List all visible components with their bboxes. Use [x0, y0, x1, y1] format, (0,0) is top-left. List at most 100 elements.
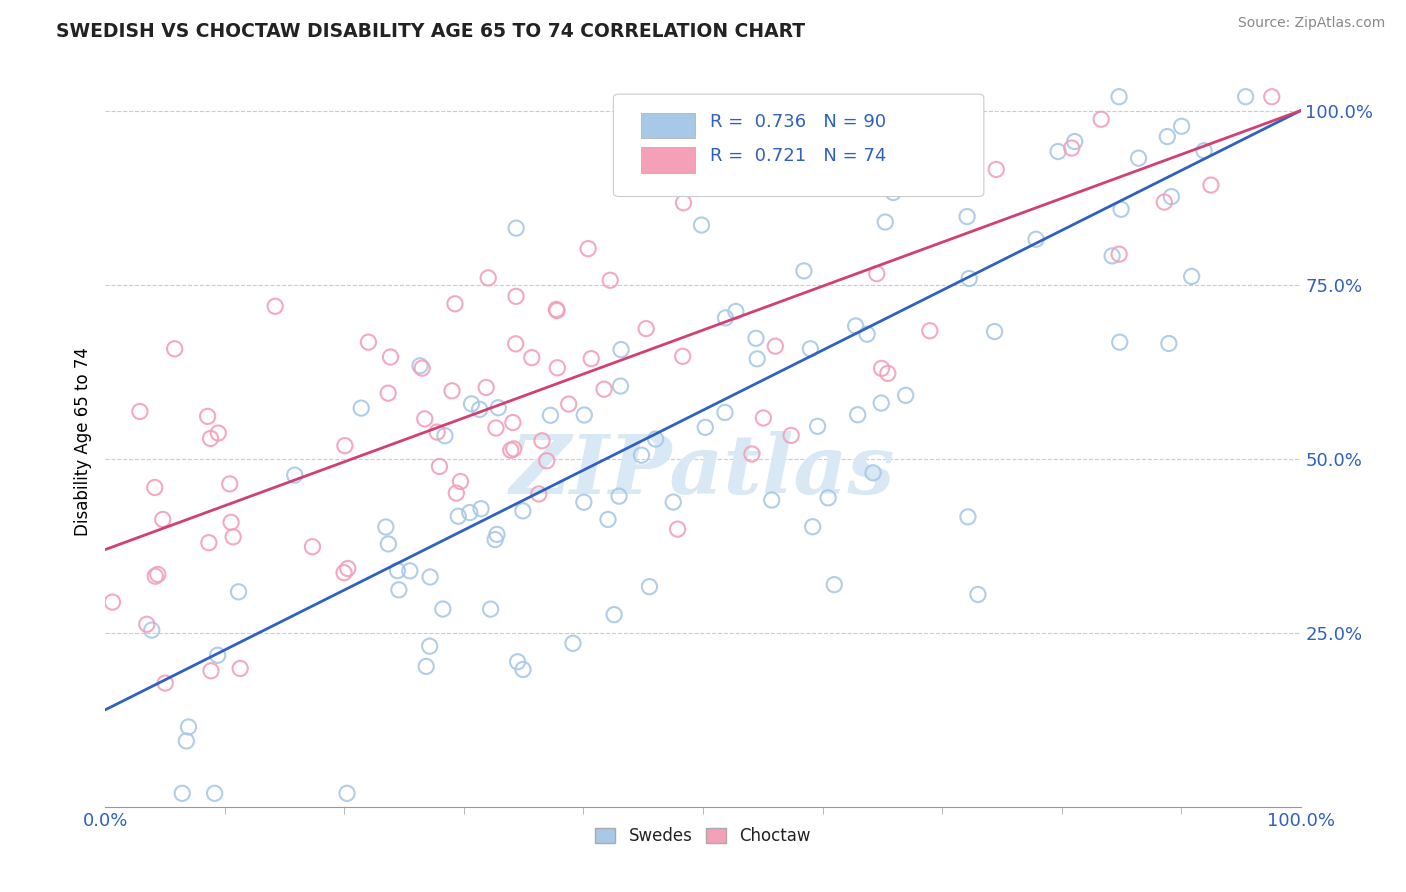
Point: [301, 540, 323, 554]
Point: [377, 537, 399, 551]
Point: [440, 384, 463, 398]
Point: [484, 533, 506, 547]
Point: [485, 527, 508, 541]
Point: [714, 310, 737, 325]
Point: [409, 359, 432, 373]
Point: [763, 339, 786, 353]
Point: [128, 404, 150, 418]
Point: [870, 396, 893, 410]
Point: [780, 113, 803, 128]
Point: [546, 303, 568, 318]
Point: [845, 318, 868, 333]
Point: [177, 720, 200, 734]
Point: [557, 397, 579, 411]
Point: [761, 493, 783, 508]
Point: [222, 530, 245, 544]
Point: [460, 397, 482, 411]
Point: [662, 495, 685, 509]
Point: [801, 520, 824, 534]
Point: [579, 351, 602, 366]
Point: [1156, 129, 1178, 144]
Point: [862, 466, 884, 480]
Point: [155, 676, 177, 690]
Point: [485, 421, 508, 435]
Legend: Swedes, Choctaw: Swedes, Choctaw: [589, 821, 817, 852]
Point: [630, 448, 652, 462]
Point: [204, 786, 226, 800]
Point: [1108, 247, 1130, 261]
Point: [607, 489, 630, 503]
Point: [986, 162, 1008, 177]
Point: [574, 408, 596, 422]
Point: [1261, 89, 1284, 103]
Point: [752, 411, 775, 425]
Point: [593, 382, 616, 396]
FancyBboxPatch shape: [641, 147, 695, 173]
Point: [690, 218, 713, 232]
Point: [1025, 232, 1047, 246]
Point: [527, 487, 550, 501]
Point: [470, 501, 492, 516]
Point: [1108, 89, 1130, 103]
Point: [714, 405, 737, 419]
Point: [733, 176, 755, 190]
Point: [468, 402, 491, 417]
Point: [817, 491, 839, 505]
Point: [1108, 335, 1130, 350]
Point: [207, 425, 229, 440]
Point: [505, 336, 527, 351]
Point: [1047, 145, 1070, 159]
Point: [143, 480, 166, 494]
Point: [229, 661, 252, 675]
Point: [1101, 249, 1123, 263]
Point: [446, 486, 468, 500]
Point: [429, 459, 451, 474]
Point: [143, 569, 166, 583]
Point: [1109, 202, 1132, 217]
Point: [135, 617, 157, 632]
Point: [636, 321, 658, 335]
Point: [956, 210, 979, 224]
Point: [876, 367, 898, 381]
Point: [333, 439, 356, 453]
Y-axis label: Disability Age 65 to 74: Disability Age 65 to 74: [73, 347, 91, 536]
Point: [807, 419, 830, 434]
Point: [502, 442, 524, 456]
Point: [1153, 195, 1175, 210]
Point: [1234, 89, 1257, 103]
Point: [374, 520, 396, 534]
Point: [1181, 269, 1204, 284]
Point: [377, 386, 399, 401]
Point: [610, 343, 633, 357]
Point: [380, 350, 402, 364]
Point: [447, 509, 470, 524]
Point: [918, 324, 941, 338]
Point: [218, 476, 240, 491]
Point: [284, 468, 307, 483]
Point: [357, 335, 380, 350]
Point: [444, 297, 467, 311]
Point: [176, 734, 198, 748]
Point: [336, 786, 359, 800]
FancyBboxPatch shape: [613, 95, 984, 196]
Point: [603, 607, 626, 622]
Point: [780, 428, 803, 442]
Point: [741, 447, 763, 461]
Point: [333, 566, 356, 580]
Point: [823, 577, 845, 591]
Point: [101, 595, 124, 609]
Point: [672, 195, 695, 210]
Point: [475, 380, 498, 394]
Point: [172, 786, 194, 800]
Point: [264, 299, 287, 313]
Point: [576, 242, 599, 256]
Point: [609, 379, 631, 393]
Point: [870, 361, 893, 376]
Point: [200, 432, 222, 446]
Point: [499, 443, 522, 458]
Point: [200, 664, 222, 678]
Point: [198, 535, 221, 549]
Point: [536, 454, 558, 468]
Point: [1199, 178, 1222, 192]
Point: [387, 564, 409, 578]
